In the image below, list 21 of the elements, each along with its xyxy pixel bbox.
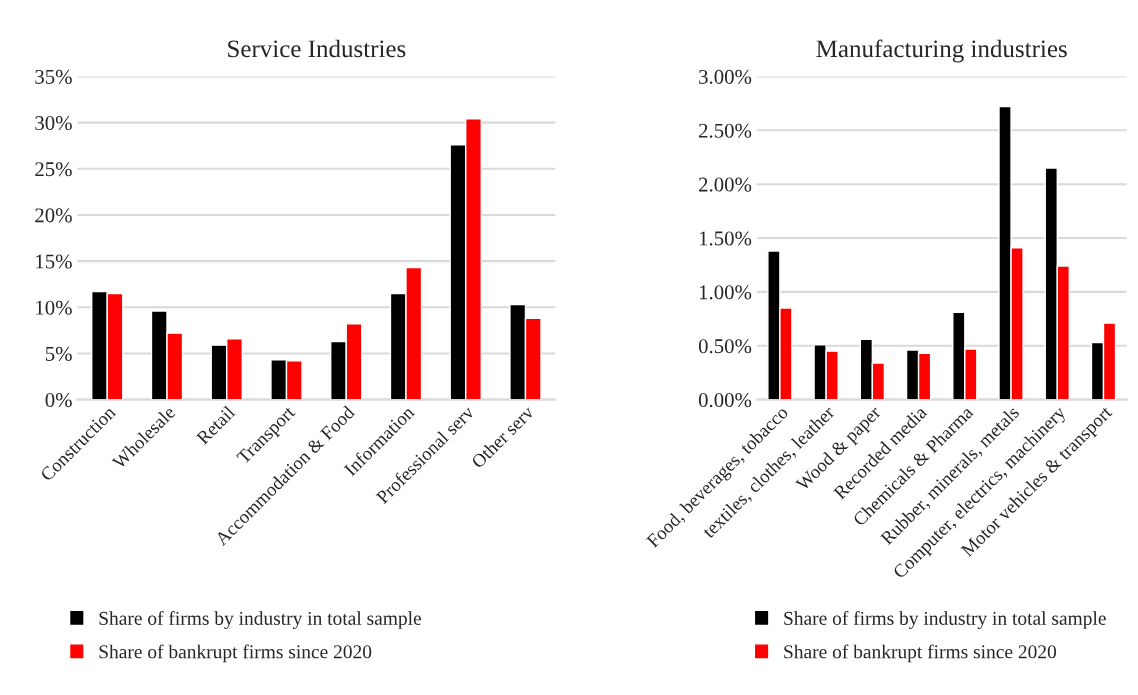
legend-label: Share of firms by industry in total sample [99, 611, 422, 629]
y-tick-label: 1.00% [699, 285, 752, 300]
y-tick-label: 0.00% [698, 393, 752, 408]
chart-title: Manufacturing industries [816, 39, 1067, 63]
chart-title: Service Industries [228, 39, 406, 58]
y-tick-label: 2.00% [699, 177, 752, 192]
y-tick-label: 2.50% [699, 123, 752, 138]
y-tick-label: 1.50% [699, 231, 752, 246]
y-tick-label: 30% [35, 115, 72, 131]
y-tick-label: 10% [36, 300, 72, 315]
y-tick-label: 0% [45, 393, 72, 408]
y-tick-label: 20% [35, 208, 72, 223]
y-tick-label: 35% [35, 69, 72, 84]
y-tick-label: 15% [36, 254, 72, 269]
y-tick-label: 3.00% [699, 69, 752, 84]
y-tick-label: 25% [35, 162, 72, 177]
y-tick-label: 0.50% [698, 339, 752, 354]
legend-label: Share of firms by industry in total sample [784, 611, 1106, 629]
legend-label: Share of bankrupt firms since 2020 [784, 644, 1057, 663]
y-tick-label: 5% [45, 346, 72, 361]
legend-label: Share of bankrupt firms since 2020 [99, 644, 372, 663]
